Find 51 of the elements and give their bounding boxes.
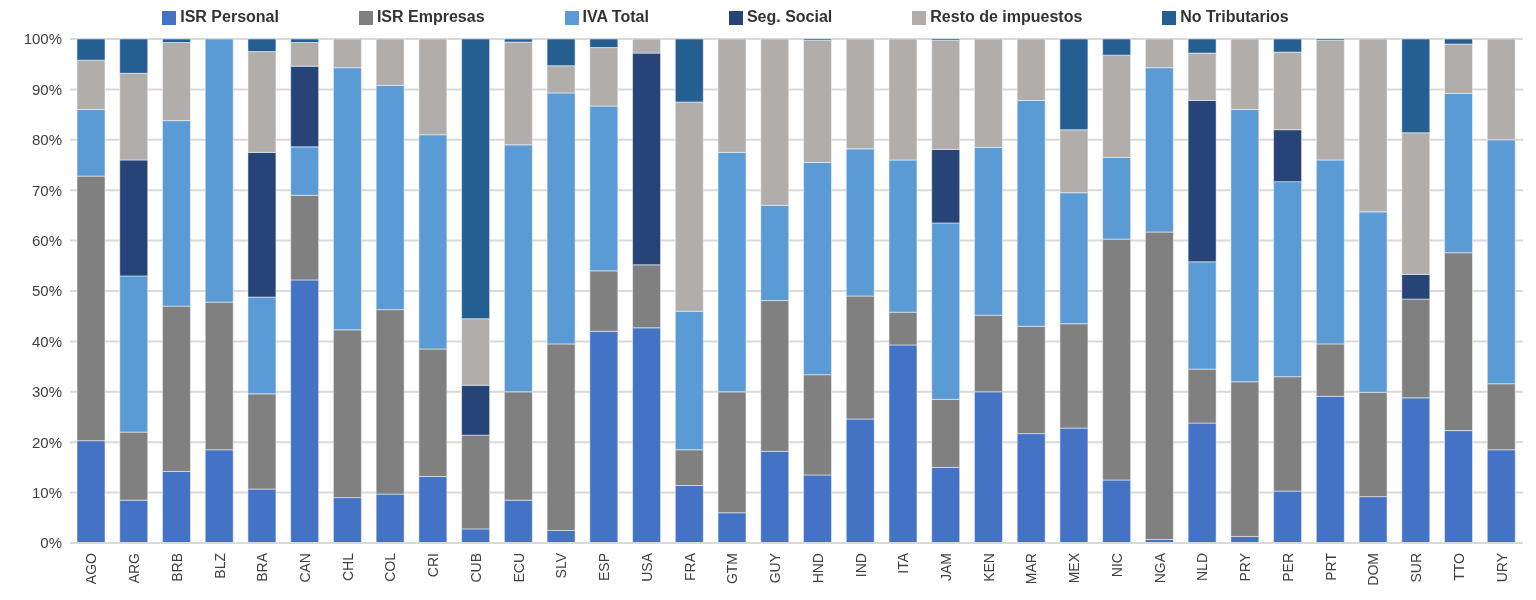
x-tick-label: BLZ: [211, 552, 228, 579]
legend-label: IVA Total: [582, 8, 649, 25]
x-tick-label: SUR: [1408, 553, 1425, 583]
x-tick-label: CRI: [425, 553, 442, 578]
x-tick-label: ESP: [596, 553, 613, 582]
x-tick-label: GUY: [767, 552, 784, 584]
y-tick-label: 10%: [31, 483, 62, 501]
x-tick-label: CAN: [296, 553, 313, 583]
x-tick-label: URY: [1493, 552, 1510, 583]
legend-label: Resto de impuestos: [930, 8, 1083, 25]
x-tick-label: MEX: [1066, 552, 1083, 584]
x-tick-label: FRA: [681, 552, 698, 581]
x-tick-label: HND: [809, 553, 826, 584]
y-tick-label: 0%: [40, 534, 62, 552]
x-tick-label: DOM: [1365, 553, 1382, 586]
x-tick-label: IND: [852, 553, 869, 578]
y-tick-label: 80%: [31, 131, 62, 149]
y-tick-label: 100%: [23, 30, 62, 48]
legend-label: No Tributarios: [1180, 8, 1289, 25]
x-tick-label: AGO: [83, 552, 100, 585]
x-tick-label: SLV: [553, 552, 570, 579]
legend-label: ISR Empresas: [376, 8, 485, 25]
x-tick-label: JAM: [938, 553, 955, 581]
x-tick-label: ARG: [126, 553, 143, 584]
y-tick-label: 90%: [31, 80, 62, 98]
x-tick-label: TTO: [1450, 552, 1467, 581]
legend-label: Seg. Social: [746, 8, 833, 25]
x-tick-label: CHL: [339, 552, 356, 582]
x-tick-label: CUB: [467, 553, 484, 583]
x-tick-label: BRA: [254, 552, 271, 582]
y-tick-label: 30%: [31, 383, 62, 401]
y-tick-label: 60%: [31, 231, 62, 249]
x-tick-label: COL: [382, 552, 399, 582]
y-tick-label: 70%: [31, 181, 62, 199]
x-tick-label: USA: [638, 552, 655, 582]
x-tick-label: NGA: [1151, 552, 1168, 584]
legend-label: ISR Personal: [180, 8, 279, 25]
x-tick-label: ITA: [895, 552, 912, 574]
y-tick-label: 50%: [31, 282, 62, 300]
y-tick-label: 20%: [31, 433, 62, 451]
x-tick-label: PRY: [1237, 552, 1254, 582]
y-tick-label: 40%: [31, 332, 62, 350]
x-tick-label: NIC: [1108, 553, 1125, 578]
x-tick-label: GTM: [724, 553, 741, 585]
x-tick-label: PER: [1279, 553, 1296, 582]
x-tick-label: NLD: [1194, 553, 1211, 582]
x-tick-label: MAR: [1023, 553, 1040, 585]
x-tick-label: PRT: [1322, 552, 1339, 581]
x-tick-label: ECU: [510, 553, 527, 583]
x-tick-label: BRB: [168, 553, 185, 582]
x-tick-label: KEN: [980, 553, 997, 582]
